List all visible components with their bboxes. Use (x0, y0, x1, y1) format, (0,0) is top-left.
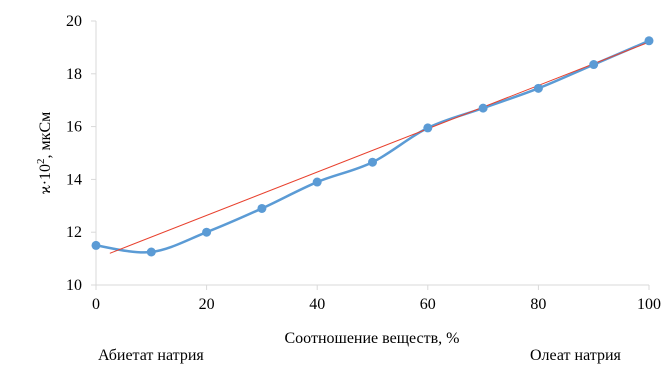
data-point (644, 36, 654, 46)
axes (91, 20, 650, 290)
y-tick-label: 18 (66, 66, 82, 83)
data-series-line (95, 39, 650, 254)
left-caption: Абиетат натрия (98, 347, 204, 364)
ticks: 10 12 14 16 18 20 0 20 40 60 80 100 (66, 13, 661, 313)
data-point (146, 247, 156, 257)
x-tick-label: 40 (309, 296, 325, 313)
data-point (202, 227, 212, 237)
y-axis-label-sup: 2 (35, 158, 47, 164)
right-caption: Олеат натрия (530, 347, 621, 364)
y-tick-label: 10 (66, 277, 82, 294)
y-tick-label: 16 (66, 119, 82, 136)
series (91, 36, 654, 257)
x-axis-label: Соотношение веществ, % (284, 330, 459, 347)
data-point (589, 60, 599, 70)
data-point (312, 177, 322, 187)
x-tick-label: 80 (530, 296, 546, 313)
x-tick-label: 60 (420, 296, 436, 313)
data-point (91, 240, 101, 250)
data-point (423, 123, 433, 133)
x-tick-label: 0 (92, 296, 100, 313)
data-point (257, 203, 267, 213)
y-axis-label-main: ϰ·10 (37, 164, 54, 194)
x-tick-label: 100 (637, 296, 661, 313)
y-tick-label: 14 (66, 171, 82, 188)
y-axis-label: ϰ·102, мкСм (35, 112, 54, 195)
y-tick-label: 20 (66, 13, 82, 30)
data-point (368, 157, 377, 167)
data-point (533, 83, 543, 93)
y-tick-label: 12 (66, 224, 82, 241)
trendline (109, 41, 650, 254)
data-point (478, 103, 488, 113)
y-axis-label-unit: , мкСм (37, 112, 54, 159)
x-tick-label: 20 (199, 296, 215, 313)
